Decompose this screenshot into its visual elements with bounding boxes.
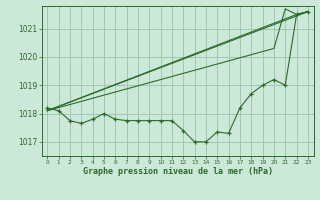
X-axis label: Graphe pression niveau de la mer (hPa): Graphe pression niveau de la mer (hPa) [83, 167, 273, 176]
